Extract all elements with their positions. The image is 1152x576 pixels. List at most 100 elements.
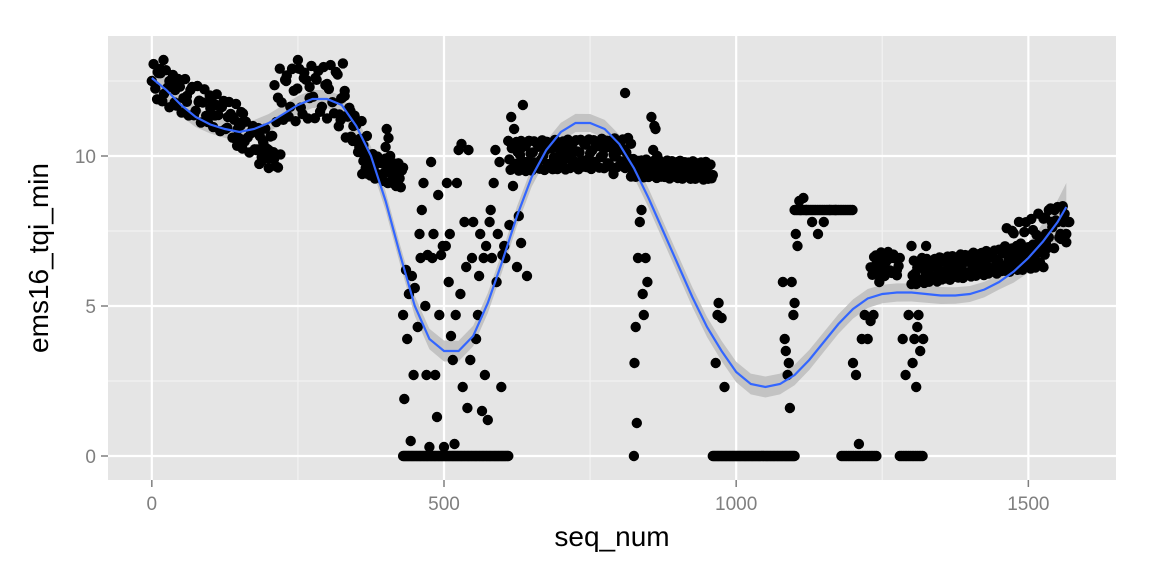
data-point — [298, 72, 309, 84]
data-point — [492, 228, 503, 240]
data-point — [629, 357, 640, 369]
data-point — [798, 192, 809, 204]
data-point — [310, 72, 321, 84]
data-point — [788, 309, 799, 321]
data-point — [292, 54, 304, 66]
data-point — [435, 249, 447, 261]
data-point — [684, 162, 695, 174]
data-point — [784, 402, 796, 414]
data-point — [636, 204, 647, 216]
y-tick-label: 10 — [75, 147, 96, 168]
smooth-line — [151, 77, 1068, 389]
data-point — [438, 441, 450, 453]
data-point — [871, 450, 882, 462]
data-point — [383, 132, 394, 144]
data-point — [475, 228, 486, 240]
data-point — [920, 240, 932, 252]
x-tick-label: 1500 — [1007, 494, 1049, 515]
data-point — [440, 240, 451, 252]
data-point — [443, 276, 454, 288]
data-point — [380, 141, 391, 153]
data-point — [608, 168, 619, 180]
data-point — [450, 309, 461, 321]
data-point — [482, 414, 493, 426]
data-point — [425, 156, 437, 168]
data-point — [1064, 216, 1075, 228]
data-point — [269, 80, 280, 91]
data-point — [912, 321, 923, 333]
data-point — [880, 264, 891, 276]
data-point — [496, 381, 507, 393]
data-points — [146, 54, 1075, 462]
x-tick-label: 0 — [147, 494, 158, 515]
data-point — [507, 180, 519, 192]
data-point — [193, 96, 204, 108]
data-point — [660, 156, 672, 168]
data-point — [894, 252, 905, 264]
data-point — [897, 333, 908, 345]
data-point — [602, 135, 613, 147]
data-point — [590, 138, 602, 150]
data-point — [357, 147, 368, 159]
x-tick-label: 500 — [428, 494, 460, 515]
data-point — [164, 75, 175, 87]
data-point — [907, 357, 918, 369]
data-point — [181, 90, 193, 102]
data-point — [447, 354, 458, 366]
data-point — [213, 109, 224, 121]
data-point — [152, 66, 163, 78]
data-point — [579, 156, 590, 168]
data-point — [777, 276, 789, 288]
data-point — [179, 73, 191, 85]
data-point — [1023, 246, 1034, 258]
data-point — [468, 216, 479, 228]
data-point — [1049, 204, 1060, 216]
data-point — [515, 237, 527, 249]
data-point — [830, 204, 841, 216]
data-point — [953, 258, 964, 270]
data-point — [409, 282, 420, 294]
data-point — [911, 381, 922, 393]
data-point — [638, 309, 649, 321]
data-point — [267, 130, 278, 141]
data-point — [150, 83, 161, 94]
data-point — [634, 216, 645, 228]
data-point — [399, 393, 410, 405]
data-point — [640, 252, 651, 264]
data-point — [304, 81, 315, 93]
data-point — [632, 252, 644, 264]
data-point — [444, 228, 455, 240]
data-point — [275, 149, 286, 160]
data-point — [508, 123, 520, 135]
data-point — [935, 252, 946, 264]
data-point — [806, 216, 818, 228]
data-point — [646, 111, 657, 123]
data-point — [503, 450, 514, 462]
data-point — [361, 130, 373, 142]
data-point — [642, 276, 653, 288]
data-point — [210, 99, 222, 111]
x-axis-title: seq_num — [554, 521, 669, 552]
data-point — [485, 204, 496, 216]
data-point — [903, 309, 914, 321]
data-point — [431, 411, 443, 423]
data-point — [486, 252, 498, 264]
data-point — [356, 115, 367, 127]
data-point — [321, 78, 333, 90]
data-point — [339, 90, 350, 102]
data-point — [631, 417, 642, 429]
data-point — [263, 144, 274, 156]
data-point — [812, 228, 824, 240]
data-point — [874, 276, 885, 288]
data-point — [672, 156, 683, 168]
data-point — [710, 357, 721, 369]
data-point — [567, 147, 578, 159]
data-point — [705, 159, 716, 170]
data-point — [999, 241, 1011, 252]
data-point — [976, 258, 987, 270]
data-point — [917, 450, 928, 462]
data-point — [211, 89, 222, 100]
data-point — [521, 270, 533, 282]
data-point — [504, 219, 515, 231]
data-point — [1061, 237, 1072, 248]
